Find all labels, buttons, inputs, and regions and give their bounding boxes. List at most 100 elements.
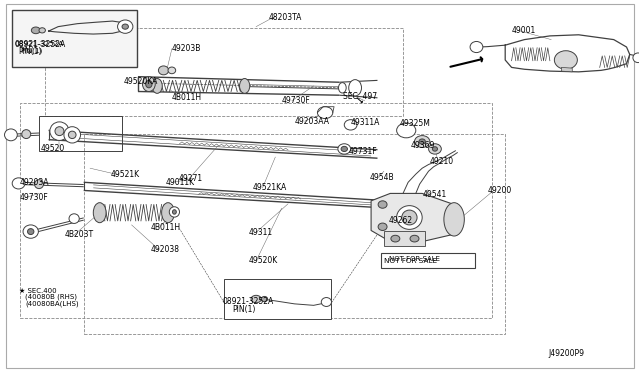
Text: ★ SEC.400: ★ SEC.400 <box>19 288 56 294</box>
Polygon shape <box>371 193 454 241</box>
Text: 49203A: 49203A <box>20 178 49 187</box>
Ellipse shape <box>378 201 387 208</box>
Text: 48203TA: 48203TA <box>269 13 302 22</box>
Text: 49271: 49271 <box>178 174 202 183</box>
Ellipse shape <box>170 207 179 217</box>
Text: PIN(1): PIN(1) <box>20 48 42 54</box>
Ellipse shape <box>344 120 357 130</box>
Text: SEC. 497: SEC. 497 <box>343 92 377 101</box>
Ellipse shape <box>402 210 417 225</box>
Ellipse shape <box>64 127 81 143</box>
Ellipse shape <box>239 78 250 93</box>
Ellipse shape <box>433 147 438 151</box>
Text: 49203AA: 49203AA <box>294 117 330 126</box>
Ellipse shape <box>168 67 175 74</box>
Ellipse shape <box>68 131 76 138</box>
Text: 49730F: 49730F <box>20 193 49 202</box>
Ellipse shape <box>321 298 332 307</box>
Text: J49200P9: J49200P9 <box>548 349 584 358</box>
Ellipse shape <box>35 180 44 189</box>
Text: 49520: 49520 <box>40 144 65 153</box>
Ellipse shape <box>338 144 351 154</box>
Ellipse shape <box>143 77 156 92</box>
Ellipse shape <box>419 139 426 144</box>
Ellipse shape <box>22 130 31 138</box>
Ellipse shape <box>173 210 176 214</box>
Ellipse shape <box>159 66 169 75</box>
Ellipse shape <box>429 144 442 154</box>
Text: 492038: 492038 <box>151 245 180 254</box>
Bar <box>381 253 475 268</box>
Ellipse shape <box>69 214 79 224</box>
Text: 49520K: 49520K <box>248 256 278 265</box>
Ellipse shape <box>339 83 346 93</box>
Ellipse shape <box>470 41 483 52</box>
Ellipse shape <box>349 80 362 96</box>
Text: 49311: 49311 <box>248 228 273 237</box>
Text: 08921-3252A: 08921-3252A <box>15 41 64 46</box>
Ellipse shape <box>122 24 129 29</box>
Text: 49001: 49001 <box>511 26 536 35</box>
Text: 49203B: 49203B <box>172 44 201 53</box>
Ellipse shape <box>23 225 38 238</box>
Ellipse shape <box>391 235 400 242</box>
Text: 08921-3252A: 08921-3252A <box>223 297 274 306</box>
Bar <box>84 134 505 334</box>
Text: 4954B: 4954B <box>370 173 394 182</box>
Ellipse shape <box>55 127 64 136</box>
Ellipse shape <box>341 146 348 151</box>
Text: NOT FOR SALE: NOT FOR SALE <box>384 258 437 264</box>
Ellipse shape <box>12 178 25 189</box>
Ellipse shape <box>146 80 152 88</box>
Text: 49730F: 49730F <box>282 96 310 105</box>
Text: 4B011H: 4B011H <box>172 93 202 102</box>
Ellipse shape <box>152 78 163 93</box>
Text: 49210: 49210 <box>430 157 454 166</box>
Text: NOT FOR SALE: NOT FOR SALE <box>389 256 440 262</box>
Text: 49200: 49200 <box>487 186 511 195</box>
Ellipse shape <box>162 203 174 223</box>
Ellipse shape <box>31 27 40 34</box>
Text: 49521K: 49521K <box>111 170 140 179</box>
Ellipse shape <box>415 136 430 147</box>
Text: 49311A: 49311A <box>351 118 380 127</box>
Ellipse shape <box>93 203 106 223</box>
Text: 49520KA: 49520KA <box>124 77 157 86</box>
Ellipse shape <box>39 28 45 33</box>
Text: 4B203T: 4B203T <box>65 230 93 240</box>
Bar <box>39 116 122 151</box>
Text: 49262: 49262 <box>389 216 413 225</box>
Ellipse shape <box>118 20 133 33</box>
Ellipse shape <box>554 51 577 69</box>
Bar <box>224 279 332 320</box>
Bar <box>12 10 137 67</box>
Polygon shape <box>561 67 572 72</box>
Ellipse shape <box>378 223 387 231</box>
Ellipse shape <box>28 229 34 235</box>
Text: (40080BA(LHS): (40080BA(LHS) <box>25 301 79 307</box>
Ellipse shape <box>633 53 640 62</box>
Ellipse shape <box>261 296 268 302</box>
Ellipse shape <box>317 107 333 119</box>
Text: 08921-3252A: 08921-3252A <box>15 40 66 49</box>
Text: 49521KA: 49521KA <box>253 183 287 192</box>
Ellipse shape <box>251 295 261 303</box>
Bar <box>20 103 492 318</box>
Text: 49731F: 49731F <box>349 147 378 156</box>
Ellipse shape <box>410 235 419 242</box>
Text: 49369: 49369 <box>411 141 435 150</box>
Text: PIN(1): PIN(1) <box>232 305 255 314</box>
Text: 49325M: 49325M <box>400 119 431 128</box>
Ellipse shape <box>50 122 69 140</box>
Ellipse shape <box>397 123 416 138</box>
Text: 49011K: 49011K <box>166 178 195 187</box>
Text: 49541: 49541 <box>422 190 447 199</box>
Ellipse shape <box>4 129 17 141</box>
Text: PIN(1): PIN(1) <box>19 47 42 56</box>
Ellipse shape <box>397 206 422 230</box>
Text: (40080B (RHS): (40080B (RHS) <box>25 294 77 301</box>
Ellipse shape <box>444 203 465 236</box>
Text: 4B011H: 4B011H <box>151 223 181 232</box>
Bar <box>45 29 403 116</box>
Bar <box>384 231 426 246</box>
